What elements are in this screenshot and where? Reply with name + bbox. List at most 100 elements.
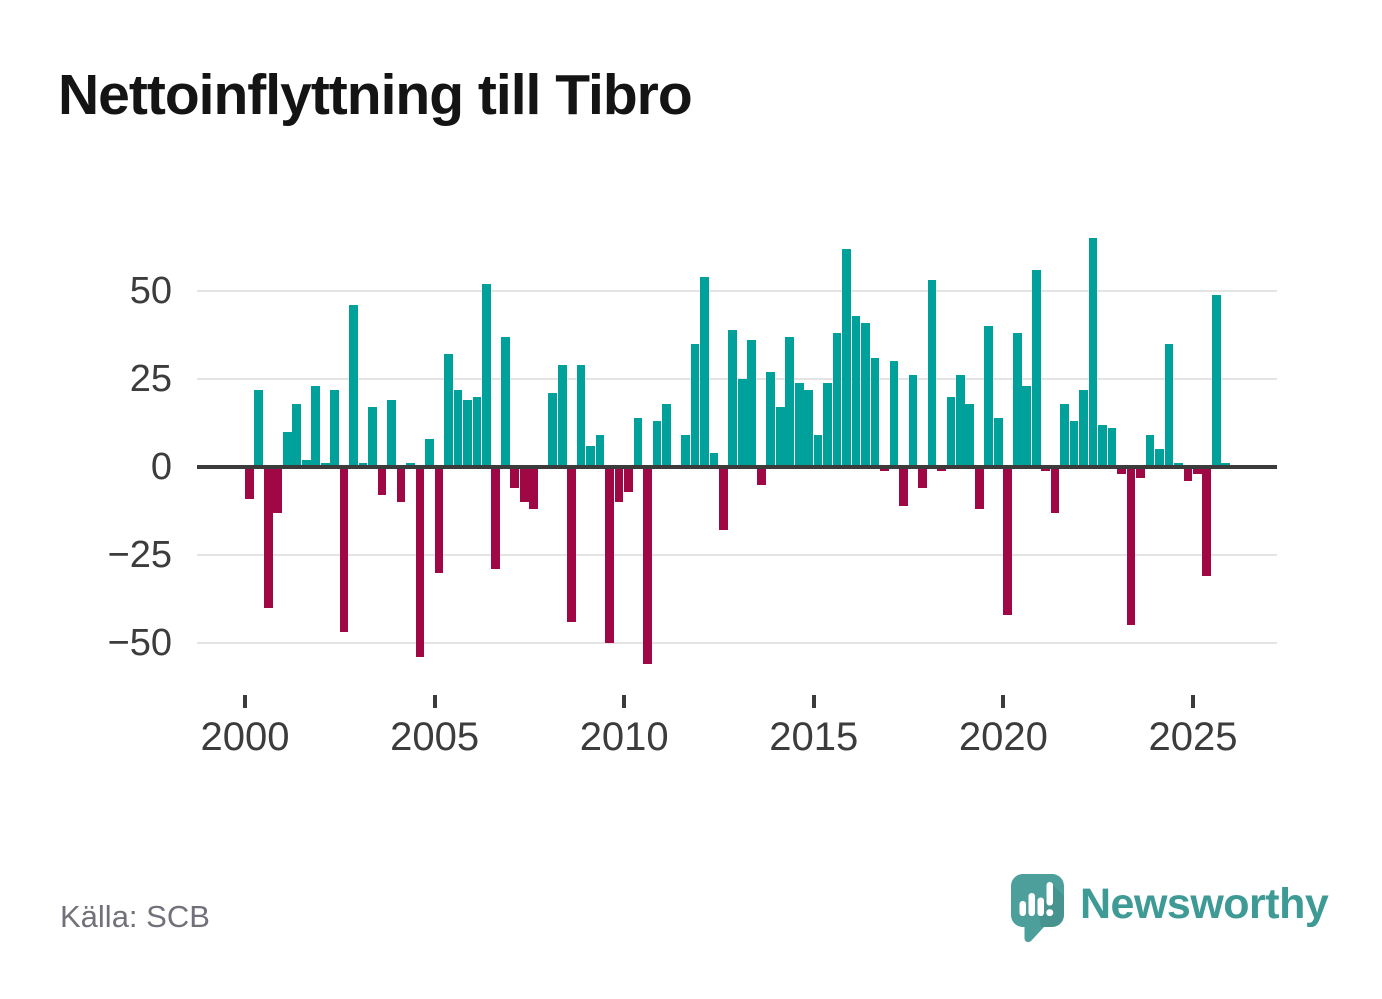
bar-2019-q4 (993, 417, 1003, 467)
bar-2021-q2 (1050, 467, 1060, 513)
bar-2015-q4 (842, 248, 851, 467)
gridline--50 (197, 642, 1277, 644)
bar-2012-q4 (728, 329, 738, 467)
logo-exclamation-line (1046, 882, 1053, 906)
bar-2006-q1 (472, 396, 482, 467)
bar-2006-q3 (491, 467, 501, 570)
bar-2000-q2 (254, 389, 264, 467)
bar-2000-q4 (273, 467, 283, 513)
bar-2021-q3 (1060, 403, 1069, 467)
bar-2008-q2 (557, 364, 567, 467)
bar-2007-q3 (529, 467, 539, 510)
bar-2025-q1 (1193, 467, 1202, 475)
bar-2024-q1 (1155, 449, 1164, 467)
bar-2001-q1 (282, 431, 292, 467)
bar-2007-q1 (510, 467, 520, 489)
bar-2015-q2 (823, 382, 832, 467)
bar-2003-q2 (368, 407, 377, 467)
bar-2019-q2 (974, 467, 984, 510)
bar-2022-q2 (1088, 238, 1098, 467)
bar-2021-q4 (1069, 421, 1079, 467)
y-axis-label-50: 50 (129, 270, 172, 312)
x-axis-tick-2025 (1191, 695, 1195, 708)
bar-2020-q4 (1031, 269, 1041, 467)
x-axis-label-2000: 2000 (200, 715, 290, 759)
bar-2004-q3 (415, 467, 425, 658)
x-axis-tick-2010 (622, 695, 627, 708)
bar-2017-q2 (899, 467, 908, 506)
bar-2013-q3 (756, 467, 766, 485)
x-axis-label-2005: 2005 (390, 715, 480, 759)
bar-2008-q3 (567, 467, 576, 622)
bar-2005-q2 (444, 354, 453, 467)
bar-2020-q2 (1012, 333, 1022, 467)
bar-2023-q4 (1145, 435, 1155, 467)
bar-2001-q2 (292, 403, 302, 467)
bar-2010-q4 (652, 421, 662, 467)
bar-2019-q1 (965, 403, 975, 467)
bar-2018-q4 (956, 375, 965, 467)
bar-2010-q2 (633, 417, 643, 467)
bar-2015-q1 (813, 435, 823, 467)
y-axis-label-25: 25 (129, 358, 172, 400)
bar-2024-q2 (1164, 343, 1174, 467)
bar-2009-q3 (605, 467, 614, 643)
bar-2013-q1 (737, 379, 747, 467)
bar-2007-q2 (519, 467, 529, 503)
bar-2002-q2 (330, 389, 339, 467)
bar-2001-q3 (301, 459, 311, 467)
x-axis-label-2025: 2025 (1148, 715, 1238, 759)
bar-2016-q2 (861, 322, 870, 467)
bar-2003-q3 (377, 467, 387, 496)
bar-2022-q4 (1107, 428, 1117, 467)
bar-2012-q3 (719, 467, 728, 531)
zero-axis-line (197, 465, 1277, 469)
newsworthy-logo-text: Newsworthy (1080, 880, 1329, 928)
y-axis-label--50: −50 (107, 622, 172, 664)
bar-2001-q4 (311, 386, 321, 467)
bar-2013-q2 (747, 340, 757, 467)
bar-2017-q1 (889, 361, 899, 467)
bar-2014-q4 (804, 389, 813, 467)
bar-2017-q3 (908, 375, 918, 467)
bar-2018-q1 (927, 280, 937, 467)
x-axis-label-2015: 2015 (769, 715, 859, 759)
logo-bar-3 (1037, 897, 1044, 916)
source-label: Källa: SCB (60, 899, 210, 934)
logo-bar-2 (1028, 893, 1035, 916)
bar-2009-q4 (614, 467, 624, 503)
logo-exclamation-dot (1046, 909, 1054, 917)
bar-2020-q1 (1003, 467, 1013, 615)
bar-2008-q1 (548, 393, 558, 467)
bar-2010-q1 (624, 467, 633, 492)
bar-2002-q4 (349, 305, 358, 467)
bar-2022-q3 (1098, 424, 1107, 467)
bar-2005-q1 (434, 467, 444, 573)
bar-2023-q2 (1126, 467, 1136, 626)
bar-2020-q3 (1022, 386, 1032, 467)
bar-2016-q3 (870, 357, 880, 467)
x-axis-tick-2005 (432, 695, 437, 708)
bar-2012-q1 (700, 276, 709, 467)
chart-title: Nettoinflyttning till Tibro (58, 63, 693, 127)
bar-2003-q4 (387, 400, 396, 467)
bar-2006-q2 (482, 283, 491, 467)
y-axis-label-0: 0 (150, 446, 172, 488)
x-axis-tick-2015 (811, 695, 816, 708)
bar-2011-q3 (681, 435, 690, 467)
bar-2004-q4 (425, 438, 434, 467)
bar-2024-q4 (1183, 467, 1193, 482)
gridline--25 (197, 554, 1277, 556)
bar-2004-q1 (396, 467, 406, 503)
bar-2018-q3 (946, 396, 956, 467)
bar-2005-q4 (463, 400, 472, 467)
x-axis-label-2020: 2020 (958, 715, 1048, 759)
bar-2025-q3 (1211, 294, 1221, 467)
bar-2005-q3 (453, 389, 463, 467)
bar-2023-q3 (1136, 467, 1145, 478)
bar-2010-q3 (643, 467, 652, 665)
gridline-50 (197, 290, 1277, 292)
bar-2011-q4 (690, 343, 700, 467)
bar-2017-q4 (918, 467, 927, 489)
